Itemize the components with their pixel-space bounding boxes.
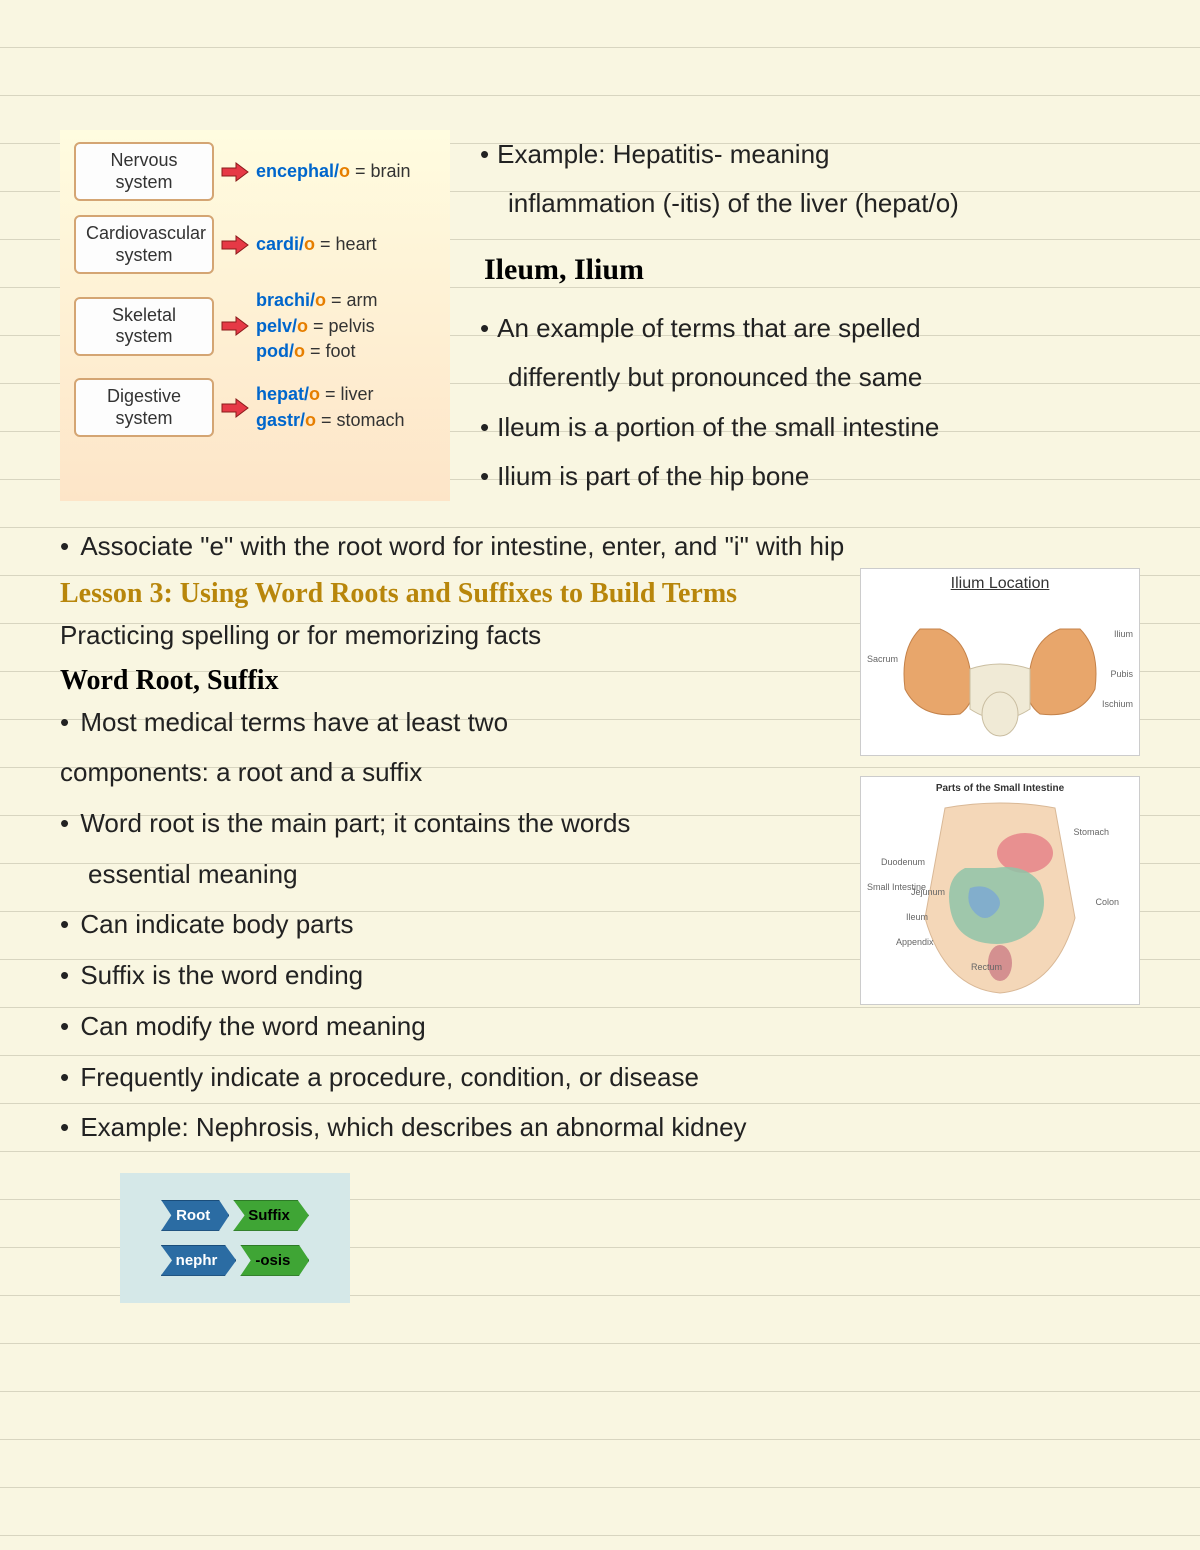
suffix-chevron: -osis	[240, 1245, 309, 1276]
note-line: Example: Nephrosis, which describes an a…	[60, 1102, 1140, 1153]
chevron-row: nephr -osis	[161, 1245, 310, 1276]
lower-section: Lesson 3: Using Word Roots and Suffixes …	[60, 578, 1140, 1153]
anatomy-label: Rectum	[971, 962, 1002, 972]
note-line: An example of terms that are spelled	[480, 304, 1140, 353]
right-notes: Example: Hepatitis- meaning inflammation…	[480, 130, 1140, 501]
anatomy-label: Duodenum	[881, 857, 925, 867]
note-line: differently but pronounced the same	[480, 353, 1140, 402]
system-row-skeletal: Skeletal system brachi/o = arm pelv/o = …	[74, 288, 436, 364]
anatomy-label: Ilium	[1114, 629, 1133, 639]
root-chevron: Root	[161, 1200, 229, 1231]
arrow-icon	[220, 314, 250, 338]
system-row-nervous: Nervous system encephal/o = brain	[74, 142, 436, 201]
note-line: Ilium is part of the hip bone	[480, 452, 1140, 501]
system-label: Digestive system	[74, 378, 214, 437]
top-section: Nervous system encephal/o = brain Cardio…	[60, 130, 1140, 501]
suffix-chevron: Suffix	[233, 1200, 309, 1231]
anatomy-label: Stomach	[1073, 827, 1109, 837]
system-row-digestive: Digestive system hepat/o = liver gastr/o…	[74, 378, 436, 437]
ilium-image: Ilium Location Sacrum Ilium Pubis Ischiu…	[860, 568, 1140, 756]
root-suffix-diagram: Root Suffix nephr -osis	[120, 1173, 350, 1303]
root-chevron: nephr	[161, 1245, 237, 1276]
systems-diagram: Nervous system encephal/o = brain Cardio…	[60, 130, 450, 501]
subheading-ileum-ilium: Ileum, Ilium	[484, 241, 1140, 298]
image-title: Parts of the Small Intestine	[936, 783, 1064, 794]
note-line: Associate "e" with the root word for int…	[60, 521, 1140, 572]
note-line: inflammation (-itis) of the liver (hepat…	[480, 179, 1140, 228]
anatomy-label: Colon	[1095, 897, 1119, 907]
system-row-cardio: Cardiovascular system cardi/o = heart	[74, 215, 436, 274]
term-list: cardi/o = heart	[256, 232, 377, 257]
arrow-icon	[220, 233, 250, 257]
anatomy-label: Ischium	[1102, 699, 1133, 709]
note-line: Example: Hepatitis- meaning	[480, 130, 1140, 179]
system-label: Cardiovascular system	[74, 215, 214, 274]
note-line: Ileum is a portion of the small intestin…	[480, 403, 1140, 452]
term-list: encephal/o = brain	[256, 159, 411, 184]
anatomy-label: Ileum	[906, 912, 928, 922]
pelvis-illustration	[870, 599, 1130, 749]
term-list: brachi/o = arm pelv/o = pelvis pod/o = f…	[256, 288, 378, 364]
arrow-icon	[220, 396, 250, 420]
anatomy-label: Pubis	[1110, 669, 1133, 679]
intestine-image: Parts of the Small Intestine Stomach Duo…	[860, 776, 1140, 1005]
system-label: Nervous system	[74, 142, 214, 201]
system-label: Skeletal system	[74, 297, 214, 356]
arrow-icon	[220, 160, 250, 184]
anatomy-label: Appendix	[896, 937, 934, 947]
note-line: Frequently indicate a procedure, conditi…	[60, 1052, 1140, 1103]
anatomy-label: Jejunum	[911, 887, 945, 897]
image-title: Ilium Location	[951, 575, 1050, 593]
term-list: hepat/o = liver gastr/o = stomach	[256, 382, 405, 432]
chevron-row: Root Suffix	[161, 1200, 309, 1231]
anatomy-label: Sacrum	[867, 654, 898, 664]
side-images: Ilium Location Sacrum Ilium Pubis Ischiu…	[860, 568, 1140, 1025]
